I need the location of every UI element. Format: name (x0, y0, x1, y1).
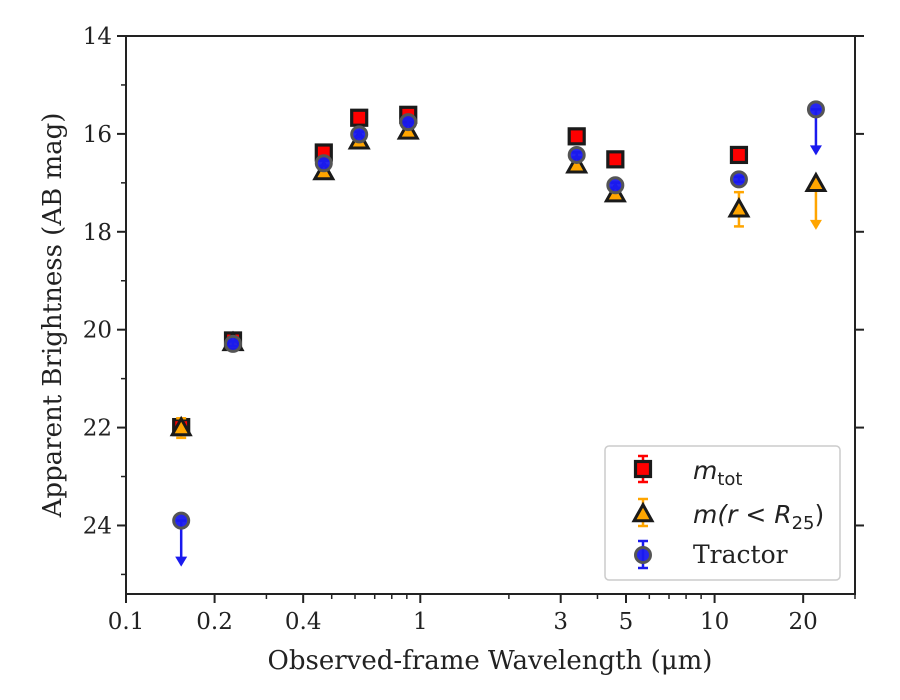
legend-label-tractor: Tractor (693, 540, 788, 569)
data-point-circle (399, 113, 418, 132)
x-tick-label: 0.4 (285, 609, 322, 635)
data-point-triangle (727, 196, 751, 218)
axes-layer: 14 16 18 20 22 24 0.1 0.2 0.4 1 3 5 10 20 (83, 24, 864, 635)
data-point-circle (172, 511, 191, 530)
legend: mtot m(r < R25) Tractor (604, 445, 841, 581)
y-tick-label: 22 (83, 416, 112, 442)
upper-limit-head (175, 556, 188, 567)
x-tick-label: 0.2 (196, 609, 233, 635)
data-point-circle (606, 176, 625, 195)
data-point-circle (350, 125, 369, 144)
series-square (172, 105, 749, 437)
y-tick-label: 14 (83, 24, 112, 50)
y-tick-label: 20 (83, 318, 112, 344)
legend-marker-circle (634, 546, 652, 564)
data-point-circle (806, 100, 825, 119)
x-axis-label: Observed-frame Wavelength (μm) (268, 646, 713, 676)
data-point-triangle (804, 171, 828, 193)
data-point-circle (567, 145, 586, 164)
y-tick-label: 16 (83, 122, 112, 148)
data-point-square (567, 127, 586, 146)
plot-layer (169, 100, 828, 567)
legend-label-mtot: mtot (693, 456, 743, 490)
x-tick-label: 1 (413, 609, 428, 635)
data-point-square (350, 108, 369, 127)
data-point-square (729, 145, 749, 165)
x-tick-label: 10 (700, 609, 729, 635)
legend-label-mr25: m(r < R25) (693, 500, 824, 534)
data-point-circle (729, 170, 748, 189)
upper-limit-head (809, 145, 822, 156)
data-point-triangle (565, 152, 589, 174)
data-point-circle (314, 154, 333, 173)
legend-box (604, 445, 841, 581)
x-tick-label: 0.1 (108, 609, 145, 635)
upper-limit-head (809, 219, 822, 230)
x-tick-label: 5 (619, 609, 634, 635)
legend-marker-triangle (631, 501, 655, 523)
series-triangle (169, 119, 828, 440)
data-point-triangle (169, 415, 193, 437)
y-tick-label: 24 (83, 513, 112, 539)
legend-marker-square (633, 459, 653, 479)
x-tick-label: 3 (553, 609, 568, 635)
y-tick-label: 18 (83, 220, 112, 246)
plot-frame (125, 35, 856, 595)
legend-markers (631, 454, 655, 570)
tractor-errbar-overlay (229, 118, 743, 342)
x-tick-label: 20 (789, 609, 818, 635)
data-point-circle (224, 334, 243, 353)
data-point-square (606, 150, 625, 169)
y-axis-label: Apparent Brightness (AB mag) (38, 113, 68, 519)
